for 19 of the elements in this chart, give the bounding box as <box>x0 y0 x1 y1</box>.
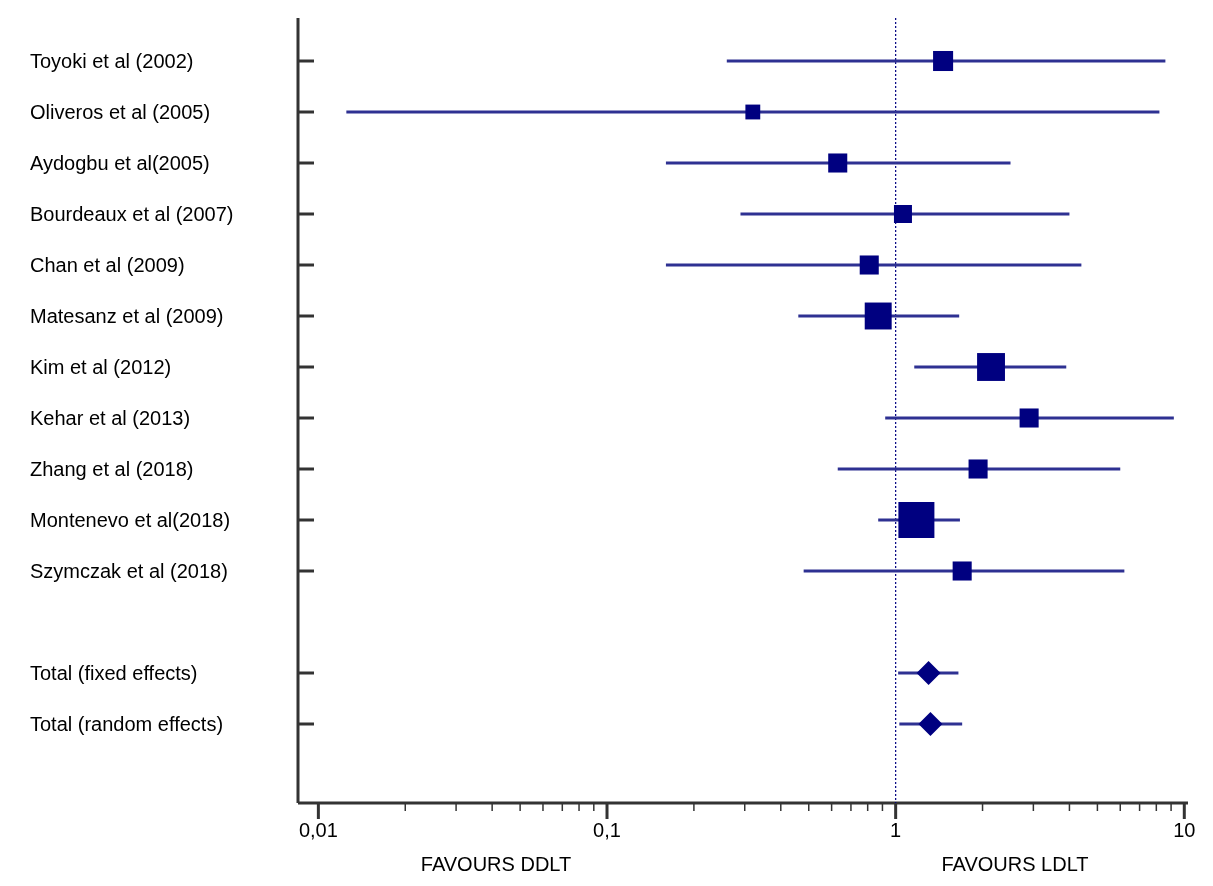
x-tick-label: 0,01 <box>298 819 338 841</box>
y-tick-label: Montenevo et al(2018) <box>30 509 231 531</box>
y-tick-label: Bourdeaux et al (2007) <box>30 203 234 225</box>
y-tick-label: Zhang et al (2018) <box>30 458 194 480</box>
y-tick-label: Szymczak et al (2018) <box>30 560 228 582</box>
y-tick-label: Kehar et al (2013) <box>30 407 191 429</box>
x-tick-label: 10 <box>1173 819 1196 841</box>
y-tick-label: Oliveros et al (2005) <box>30 101 211 123</box>
y-tick-label: Aydogbu et al(2005) <box>30 152 210 174</box>
y-tick-label: Total (random effects) <box>30 713 224 735</box>
text: FAVOURS DDLT <box>420 853 572 875</box>
y-tick-label: Matesanz et al (2009) <box>30 305 224 327</box>
y-tick-label: Toyoki et al (2002) <box>30 50 194 72</box>
x-tick-label: 0,1 <box>593 819 621 841</box>
y-tick-label: Kim et al (2012) <box>30 356 172 378</box>
text: FAVOURS LDLT <box>941 853 1089 875</box>
x-tick-label: 1 <box>890 819 902 841</box>
y-tick-label: Total (fixed effects) <box>30 662 198 684</box>
y-tick-label: Chan et al (2009) <box>30 254 185 276</box>
